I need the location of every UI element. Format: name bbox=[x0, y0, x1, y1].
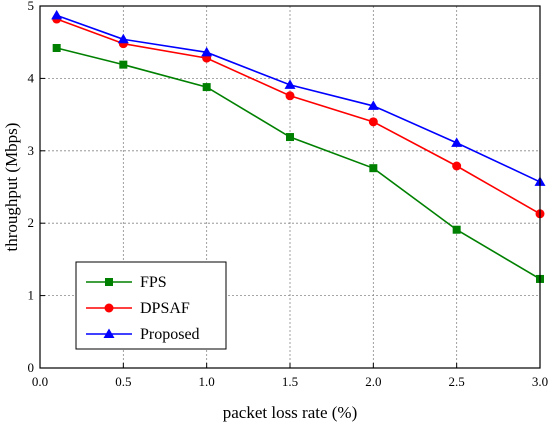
data-point-fps bbox=[119, 60, 128, 69]
data-point-dpsaf bbox=[285, 91, 295, 101]
y-tick-label: 3 bbox=[28, 143, 35, 158]
data-point-proposed bbox=[117, 33, 129, 44]
x-tick-label: 3.0 bbox=[532, 374, 548, 389]
axis-ticks bbox=[39, 5, 541, 369]
y-axis-title: throughput (Mbps) bbox=[2, 123, 21, 252]
legend-label-proposed: Proposed bbox=[140, 326, 200, 343]
data-point-fps bbox=[52, 43, 61, 52]
y-tick-label: 4 bbox=[28, 70, 35, 85]
data-point-dpsaf bbox=[368, 117, 378, 127]
x-axis-title: packet loss rate (%) bbox=[223, 403, 358, 422]
x-tick-label: 2.0 bbox=[365, 374, 381, 389]
legend-label-dpsaf: DPSAF bbox=[140, 300, 190, 317]
data-point-proposed bbox=[367, 100, 379, 110]
y-tick-label: 1 bbox=[28, 288, 35, 303]
legend-label-fps: FPS bbox=[140, 274, 167, 291]
series-lines bbox=[56, 14, 541, 280]
legend-marker-dpsaf bbox=[104, 303, 114, 313]
y-tick-label: 0 bbox=[28, 360, 35, 375]
legend-marker-proposed bbox=[103, 328, 115, 338]
legend: FPS DPSAF Proposed bbox=[75, 261, 227, 350]
data-point-fps bbox=[286, 133, 294, 142]
tick-labels: 0.0 0.5 1.0 1.5 2.0 2.5 3.0 0 1 2 3 4 5 bbox=[28, 0, 549, 389]
legend-marker-fps bbox=[105, 278, 113, 286]
series-line-fps bbox=[56, 47, 541, 280]
grid-lines bbox=[40, 6, 540, 368]
series-line-dpsaf bbox=[56, 18, 541, 215]
series-markers bbox=[51, 9, 546, 283]
y-tick-label: 2 bbox=[28, 215, 35, 230]
data-point-fps bbox=[202, 83, 211, 92]
data-point-fps bbox=[369, 164, 378, 173]
x-tick-label: 1.5 bbox=[282, 374, 298, 389]
x-tick-label: 0.0 bbox=[32, 374, 48, 389]
data-point-fps bbox=[452, 225, 461, 234]
data-point-proposed bbox=[51, 9, 63, 20]
data-point-proposed bbox=[201, 46, 213, 57]
data-point-proposed bbox=[451, 137, 463, 147]
y-tick-label: 5 bbox=[28, 0, 35, 13]
data-point-proposed bbox=[284, 79, 296, 89]
x-tick-label: 1.0 bbox=[199, 374, 215, 389]
x-tick-label: 0.5 bbox=[115, 374, 131, 389]
x-tick-label: 2.5 bbox=[449, 374, 465, 389]
data-point-dpsaf bbox=[452, 161, 462, 171]
